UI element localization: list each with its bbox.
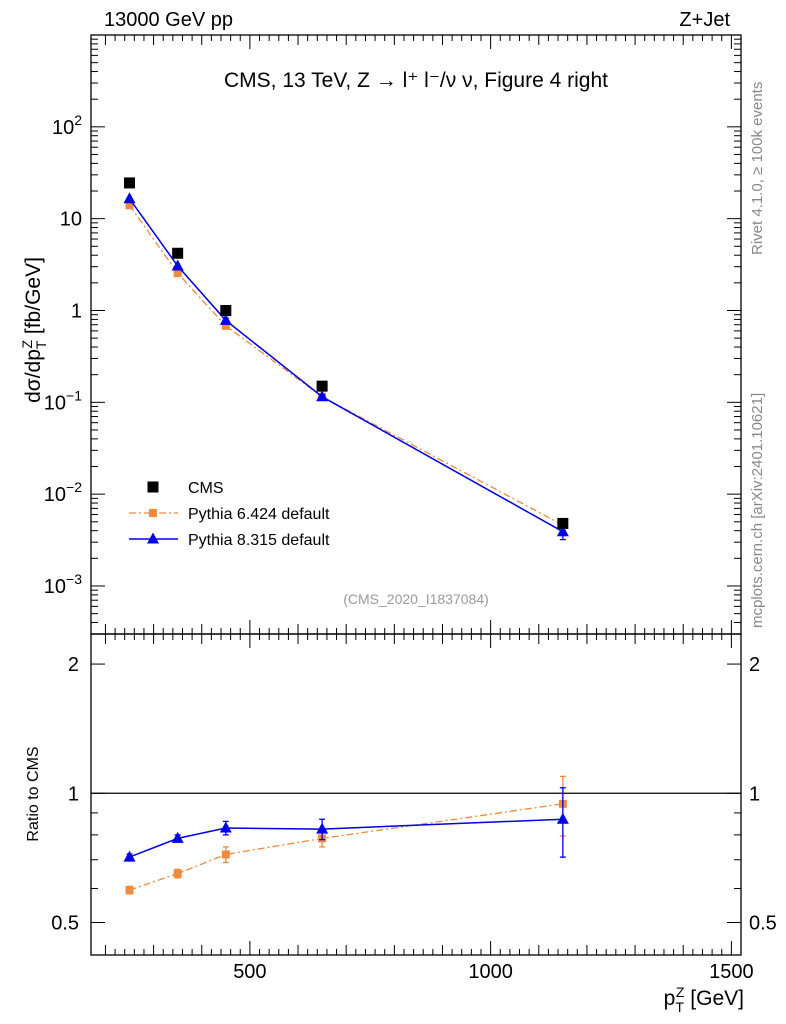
cms-data-point xyxy=(220,304,232,316)
pythia8-point xyxy=(123,192,136,204)
pythia6-line xyxy=(128,204,564,526)
ratio-y-tick-label-right: 2 xyxy=(749,654,760,676)
ratio-pythia6-point xyxy=(221,850,230,859)
ratio-pythia8-point xyxy=(171,831,184,843)
y-tick-label: 10 xyxy=(60,209,82,231)
ratio-y-tick-label-right: 0.5 xyxy=(749,912,777,934)
ratio-y-axis-label: Ratio to CMS xyxy=(25,746,42,841)
chart-title: CMS, 13 TeV, Z → l⁺ l⁻/ν ν, Figure 4 rig… xyxy=(224,69,608,92)
legend-pythia6-label: Pythia 6.424 default xyxy=(188,506,330,523)
ratio-y-tick-label-left: 0.5 xyxy=(51,912,79,934)
pythia6-point xyxy=(125,201,134,210)
x-tick-label: 1500 xyxy=(709,961,754,983)
ratio-pythia6-point xyxy=(173,869,182,878)
legend-pythia8-marker xyxy=(147,532,159,544)
legend-cms-marker xyxy=(147,481,159,493)
main-panel: 10−3 10−2 10−1 1 10 102 CMS, 13 TeV, Z → l⁺ l⁻… xyxy=(19,34,742,635)
x-tick-label: 1000 xyxy=(468,961,513,983)
ratio-pythia6-point xyxy=(125,886,134,895)
header-right-label: Z+Jet xyxy=(679,9,730,31)
pythia8-point xyxy=(556,525,569,537)
pythia8-point xyxy=(171,259,184,271)
ratio-y-tick-label-left: 2 xyxy=(68,654,79,676)
y-tick-label: 102 xyxy=(52,112,82,139)
cms-data-point xyxy=(124,177,136,189)
x-tick-label: 500 xyxy=(233,961,266,983)
y-tick-label: 10−3 xyxy=(44,571,82,598)
analysis-watermark: (CMS_2020_I1837084) xyxy=(343,591,489,607)
legend-cms-label: CMS xyxy=(188,480,224,497)
cms-data-point xyxy=(172,247,184,259)
pythia8-point xyxy=(316,390,329,402)
main-y-axis-label: dσ/dpTZ [fb/GeV] xyxy=(19,257,49,403)
y-tick-label: 1 xyxy=(71,300,82,322)
ratio-pythia6-line xyxy=(129,803,563,891)
y-tick-label: 10−1 xyxy=(44,387,82,414)
ratio-y-tick-label-right: 1 xyxy=(749,783,760,805)
ratio-pythia8-line xyxy=(129,818,563,858)
ratio-panel: 0.5 0.5 1 1 2 2 500 1000 1500 Ratio to CMS pTZ [Ge… xyxy=(25,633,777,1015)
ratio-y-tick-label-left: 1 xyxy=(68,783,79,805)
ratio-pythia8-point xyxy=(556,812,569,824)
side-label-rivet: Rivet 4.1.0, ≥ 100k events xyxy=(749,82,766,255)
side-label-mcplots: mcplots.cern.ch [arXiv:2401.10621] xyxy=(749,393,766,628)
y-tick-label: 10−2 xyxy=(44,479,82,506)
ratio-pythia8-point xyxy=(123,850,136,862)
x-axis-label: pTZ [GeV] xyxy=(664,984,744,1015)
pythia6-point xyxy=(221,321,230,330)
ratio-pythia8-point xyxy=(219,821,232,833)
ratio-frame xyxy=(90,633,742,956)
legend-pythia6-marker xyxy=(149,509,157,517)
pythia8-point xyxy=(219,313,232,325)
cms-data-point xyxy=(557,517,569,529)
header-left-label: 13000 GeV pp xyxy=(104,9,233,31)
ratio-pythia8-point xyxy=(316,822,329,834)
legend-pythia8-label: Pythia 8.315 default xyxy=(188,532,330,549)
pythia6-point xyxy=(173,269,182,278)
cms-data-point xyxy=(316,380,328,392)
